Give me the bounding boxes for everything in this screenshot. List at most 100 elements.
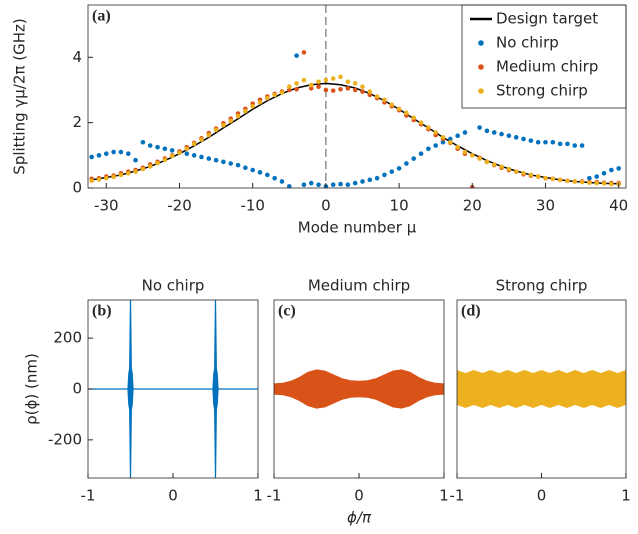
point — [279, 90, 285, 95]
point — [206, 156, 212, 161]
point — [587, 180, 592, 186]
point — [191, 153, 197, 158]
point — [609, 167, 614, 173]
x-tick-label: 1 — [253, 487, 263, 505]
point — [162, 146, 168, 152]
point — [243, 108, 248, 114]
point — [411, 156, 417, 161]
legend-label: Medium chirp — [496, 58, 598, 76]
point — [382, 97, 387, 103]
point — [528, 172, 534, 178]
point — [103, 175, 109, 181]
point — [594, 174, 600, 179]
point — [579, 143, 585, 148]
point — [565, 141, 570, 147]
legend-marker — [478, 88, 484, 94]
point — [601, 170, 607, 176]
point — [338, 181, 343, 187]
point — [272, 175, 277, 181]
point — [513, 169, 519, 174]
point — [118, 172, 124, 178]
point — [360, 179, 365, 184]
point — [301, 182, 307, 188]
x-axis-label: ϕ/π — [347, 509, 372, 527]
point — [484, 128, 490, 134]
point — [418, 151, 424, 156]
point — [177, 150, 182, 156]
point — [418, 120, 424, 125]
point — [506, 166, 512, 172]
point — [367, 89, 373, 94]
panel-label: (b) — [92, 303, 112, 320]
point — [133, 169, 138, 174]
point — [199, 137, 204, 142]
panel-title: Medium chirp — [308, 277, 410, 295]
y-tick-label: 200 — [53, 329, 82, 347]
point — [579, 179, 585, 185]
profile-area — [88, 300, 258, 478]
y-tick-label: 2 — [72, 113, 82, 131]
point — [440, 139, 446, 145]
point — [228, 118, 234, 124]
point — [308, 86, 314, 91]
point — [250, 167, 255, 173]
point — [257, 170, 263, 175]
point — [301, 50, 307, 55]
point — [184, 151, 190, 156]
profile-area — [274, 369, 444, 409]
point — [265, 95, 270, 101]
point — [323, 87, 329, 93]
point — [433, 143, 438, 148]
point — [367, 177, 373, 183]
legend-marker — [478, 64, 484, 70]
legend-label: Design target — [496, 10, 598, 28]
point — [557, 177, 563, 183]
point — [147, 164, 153, 169]
point — [191, 141, 197, 147]
point — [360, 89, 365, 94]
point — [374, 175, 380, 181]
x-tick-label: 0 — [321, 197, 331, 215]
axes-frame — [87, 4, 627, 189]
x-tick-label: 0 — [354, 487, 364, 505]
y-tick-label: -200 — [48, 430, 82, 448]
point — [404, 110, 409, 116]
point — [382, 172, 387, 178]
point — [184, 146, 190, 152]
point — [477, 125, 482, 130]
point — [286, 184, 292, 188]
x-tick-label: -10 — [240, 197, 265, 215]
point — [125, 170, 131, 176]
point — [352, 87, 358, 93]
point — [279, 179, 285, 184]
point — [396, 106, 402, 112]
panel-title: Strong chirp — [496, 277, 588, 295]
point — [521, 170, 526, 176]
x-tick-label: -1 — [450, 487, 465, 505]
axes-frame — [87, 299, 259, 479]
point — [308, 82, 314, 88]
point — [323, 77, 329, 83]
point — [338, 74, 343, 80]
legend-label: No chirp — [496, 34, 559, 52]
point — [535, 174, 541, 179]
point — [506, 133, 512, 139]
point — [404, 161, 409, 166]
point — [374, 94, 380, 99]
point — [213, 127, 219, 133]
point — [316, 182, 321, 188]
point — [352, 180, 358, 186]
point — [140, 166, 146, 172]
point — [169, 153, 175, 159]
point — [162, 157, 168, 163]
point — [389, 169, 395, 174]
point — [572, 179, 578, 184]
point — [272, 92, 277, 98]
point — [455, 133, 460, 139]
point — [462, 130, 468, 135]
point — [118, 149, 124, 155]
point — [316, 79, 321, 85]
point — [484, 159, 490, 165]
x-tick-label: 0 — [537, 487, 547, 505]
plot-area — [457, 300, 626, 478]
